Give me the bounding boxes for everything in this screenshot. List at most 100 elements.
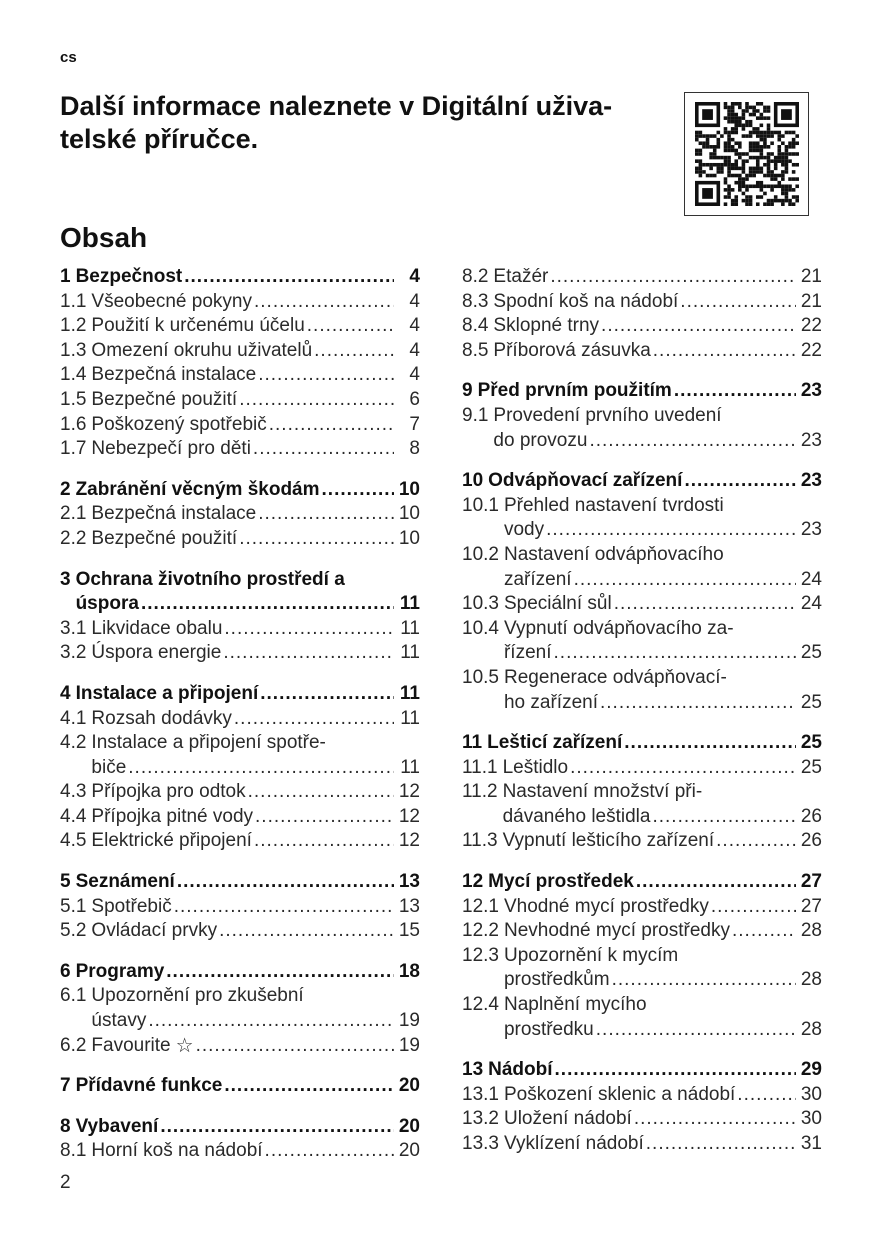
qr-module bbox=[745, 173, 749, 178]
toc-entry[interactable]: 11.2 Nastavení množství při-dávaného lešt… bbox=[462, 780, 822, 829]
qr-module bbox=[727, 137, 731, 142]
qr-module bbox=[770, 177, 774, 181]
entry-text: Nastavení množství při-dávaného leštidla… bbox=[503, 780, 822, 829]
entry-line: řízení 25 bbox=[504, 641, 822, 666]
qr-module bbox=[741, 170, 746, 174]
qr-module bbox=[748, 195, 753, 199]
entry-number: 12.3 bbox=[462, 944, 499, 966]
qr-module bbox=[702, 162, 706, 167]
entry-number: 1.6 bbox=[60, 413, 87, 435]
dot-leader bbox=[239, 388, 394, 413]
qr-module bbox=[763, 191, 767, 196]
qr-module bbox=[745, 159, 749, 163]
dot-leader bbox=[254, 290, 394, 315]
qr-module bbox=[759, 145, 764, 149]
dot-leader bbox=[196, 1034, 394, 1059]
entry-line: Zabránění věcným škodám 10 bbox=[76, 478, 420, 503]
qr-module bbox=[781, 173, 785, 178]
qr-module bbox=[738, 184, 742, 189]
qr-module bbox=[738, 102, 742, 106]
dot-leader bbox=[160, 1115, 394, 1140]
qr-module bbox=[741, 198, 746, 203]
entry-line: Uložení nádobí 30 bbox=[504, 1107, 822, 1132]
qr-module bbox=[781, 188, 785, 192]
entry-number: 3 bbox=[60, 568, 71, 590]
entry-title: Programy bbox=[75, 960, 165, 982]
entry-text: Úspora energie 11 bbox=[91, 641, 420, 666]
entry-number: 8.5 bbox=[462, 339, 489, 361]
entry-text: Elektrické připojení 12 bbox=[91, 829, 420, 854]
qr-module bbox=[727, 195, 731, 199]
qr-module bbox=[727, 145, 731, 149]
entry-line: Instalace a připojení spotře- bbox=[91, 731, 420, 756]
entry-page: 10 bbox=[398, 503, 420, 525]
qr-module bbox=[734, 198, 739, 203]
qr-module bbox=[781, 170, 785, 174]
entry-line: Vypnutí odvápňovacího za- bbox=[504, 617, 822, 642]
qr-code-icon bbox=[684, 92, 809, 216]
entry-line: Vybavení 20 bbox=[76, 1115, 420, 1140]
entry-number: 2 bbox=[60, 478, 71, 500]
qr-module bbox=[766, 184, 771, 189]
qr-module bbox=[734, 130, 739, 135]
qr-module bbox=[784, 195, 789, 199]
qr-module bbox=[716, 130, 721, 135]
qr-module bbox=[712, 134, 717, 138]
